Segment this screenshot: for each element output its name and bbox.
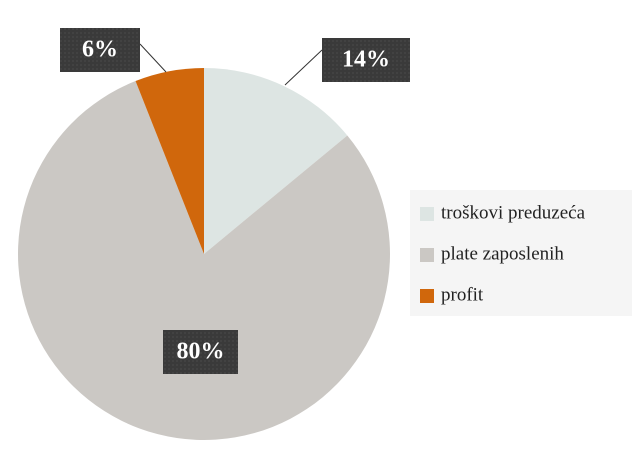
legend-label: profit — [441, 284, 484, 305]
pie-slice — [17, 81, 391, 440]
legend-swatch — [420, 289, 434, 303]
legend-swatch — [420, 207, 434, 221]
leader-line — [284, 49, 323, 86]
pie-slice — [135, 68, 204, 254]
value-label-box — [60, 28, 140, 72]
value-label: 80% — [177, 339, 225, 365]
value-label-box — [322, 38, 410, 82]
pie-slice — [204, 68, 348, 254]
legend-label: troškovi preduzeća — [441, 202, 586, 223]
value-label: 14% — [342, 47, 390, 73]
legend-box — [410, 190, 632, 316]
value-label-box — [163, 330, 238, 374]
legend-label: plate zaposlenih — [441, 243, 564, 264]
legend-swatch — [420, 248, 434, 262]
leader-line — [139, 43, 167, 73]
value-label: 6% — [82, 37, 118, 63]
